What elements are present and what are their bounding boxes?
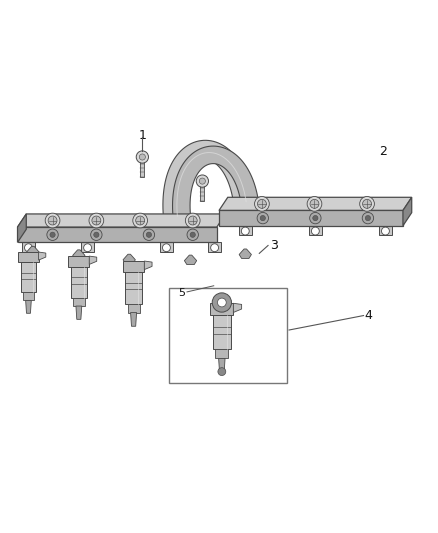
Polygon shape (309, 226, 322, 236)
Text: 3: 3 (270, 239, 278, 252)
Polygon shape (68, 256, 89, 266)
Polygon shape (18, 214, 26, 243)
Polygon shape (233, 303, 242, 312)
Polygon shape (23, 292, 34, 301)
Circle shape (218, 368, 226, 376)
Circle shape (254, 197, 269, 211)
Polygon shape (219, 197, 412, 211)
Circle shape (136, 151, 148, 163)
Circle shape (365, 215, 371, 221)
Polygon shape (160, 243, 173, 252)
Circle shape (143, 229, 155, 240)
Circle shape (313, 215, 318, 221)
Circle shape (187, 229, 198, 240)
Polygon shape (73, 298, 85, 306)
Circle shape (311, 227, 319, 235)
Polygon shape (73, 250, 85, 260)
Circle shape (84, 244, 92, 252)
Circle shape (25, 244, 32, 252)
Polygon shape (123, 254, 135, 264)
Circle shape (162, 244, 170, 252)
Circle shape (50, 232, 55, 237)
Circle shape (188, 216, 197, 225)
Polygon shape (89, 256, 97, 264)
Circle shape (360, 197, 374, 211)
Circle shape (89, 213, 104, 228)
Polygon shape (76, 306, 82, 319)
Polygon shape (184, 255, 197, 264)
Polygon shape (22, 243, 35, 252)
Polygon shape (39, 252, 46, 260)
Polygon shape (213, 315, 230, 349)
Bar (169, 288, 287, 383)
Text: 2: 2 (379, 146, 387, 158)
Polygon shape (239, 226, 252, 236)
Polygon shape (123, 261, 144, 272)
Polygon shape (144, 261, 152, 270)
Circle shape (212, 293, 232, 312)
Circle shape (218, 298, 226, 307)
Polygon shape (26, 301, 31, 313)
Circle shape (260, 215, 265, 221)
Polygon shape (173, 146, 258, 217)
Circle shape (185, 213, 200, 228)
Bar (140, 157, 144, 177)
Polygon shape (18, 227, 217, 243)
Polygon shape (71, 266, 87, 298)
Circle shape (47, 229, 58, 240)
Polygon shape (125, 272, 142, 304)
Text: 5: 5 (178, 288, 185, 298)
Circle shape (139, 154, 145, 160)
Polygon shape (215, 349, 228, 359)
Circle shape (363, 199, 371, 208)
Polygon shape (208, 243, 221, 252)
Text: 1: 1 (138, 128, 146, 142)
Polygon shape (219, 211, 403, 226)
Circle shape (258, 199, 266, 208)
Circle shape (133, 213, 148, 228)
Polygon shape (18, 252, 39, 262)
Circle shape (146, 232, 152, 237)
Circle shape (48, 216, 57, 225)
Circle shape (190, 232, 195, 237)
Circle shape (381, 227, 389, 235)
Circle shape (257, 213, 268, 224)
Circle shape (362, 213, 374, 224)
Circle shape (307, 197, 322, 211)
Circle shape (196, 175, 208, 187)
Circle shape (211, 244, 219, 252)
Polygon shape (219, 359, 225, 373)
Circle shape (310, 213, 321, 224)
Circle shape (310, 199, 319, 208)
Circle shape (241, 227, 249, 235)
Polygon shape (379, 226, 392, 236)
Circle shape (94, 232, 99, 237)
Polygon shape (131, 312, 137, 326)
Polygon shape (18, 214, 226, 227)
Polygon shape (163, 140, 253, 217)
Polygon shape (403, 197, 412, 226)
Polygon shape (239, 249, 251, 259)
Circle shape (199, 178, 205, 184)
Polygon shape (21, 262, 36, 292)
Circle shape (92, 216, 101, 225)
Text: 4: 4 (364, 309, 372, 322)
Polygon shape (127, 304, 140, 312)
Circle shape (45, 213, 60, 228)
Polygon shape (210, 303, 233, 315)
Circle shape (91, 229, 102, 240)
Bar (201, 181, 204, 201)
Polygon shape (27, 246, 39, 256)
Circle shape (136, 216, 145, 225)
Polygon shape (81, 243, 94, 252)
